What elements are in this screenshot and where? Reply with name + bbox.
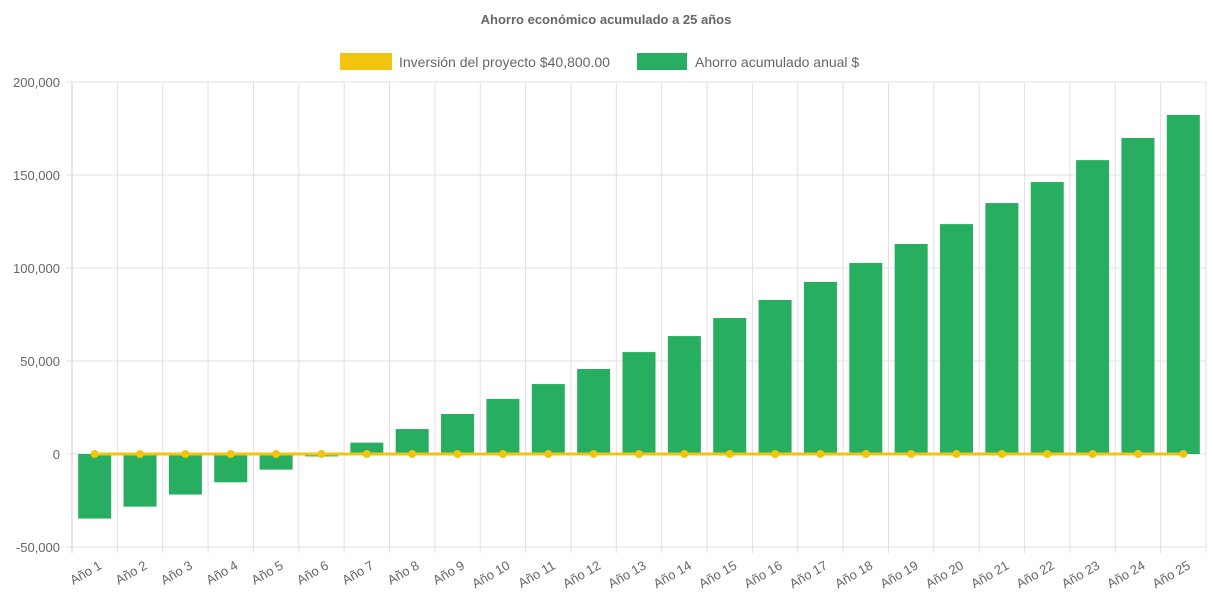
savings-bar (214, 454, 248, 483)
investment-point (317, 450, 326, 458)
investment-point (90, 450, 99, 458)
savings-bar (622, 352, 656, 454)
investment-point (272, 450, 281, 458)
investment-point (1043, 450, 1052, 458)
investment-point (907, 450, 916, 458)
investment-point (1133, 450, 1142, 458)
y-tick-label: 50,000 (20, 354, 60, 369)
y-tick-label: -50,000 (16, 540, 60, 555)
legend-swatch-investment[interactable] (340, 53, 392, 70)
x-tick-label: Año 13 (605, 558, 648, 592)
savings-bar (395, 429, 429, 454)
x-tick-label: Año 9 (430, 558, 467, 588)
x-tick-label: Año 6 (294, 558, 331, 588)
investment-point (771, 450, 780, 458)
x-tick-label: Año 14 (651, 558, 694, 592)
y-tick-label: 200,000 (13, 75, 60, 90)
x-tick-label: Año 5 (249, 558, 286, 588)
investment-point (226, 450, 235, 458)
x-tick-label: Año 12 (560, 558, 603, 592)
y-tick-label: 0 (53, 447, 60, 462)
x-tick-label: Año 7 (339, 558, 376, 588)
savings-bar (985, 203, 1019, 454)
savings-bar (441, 414, 475, 454)
savings-bar (758, 299, 792, 454)
savings-bar (940, 224, 974, 454)
x-tick-label: Año 8 (385, 558, 422, 588)
legend-label-savings[interactable]: Ahorro acumulado anual $ (695, 54, 859, 70)
legend: Inversión del proyecto $40,800.00 Ahorro… (340, 53, 859, 70)
savings-bar (486, 398, 520, 454)
investment-point (952, 450, 961, 458)
investment-point (816, 450, 825, 458)
x-tick-label: Año 24 (1104, 558, 1147, 592)
legend-label-investment[interactable]: Inversión del proyecto $40,800.00 (399, 54, 610, 70)
investment-point (1088, 450, 1097, 458)
savings-bar (350, 442, 384, 454)
savings-bar (259, 454, 293, 470)
savings-bar (1121, 137, 1155, 454)
investment-point (589, 450, 598, 458)
savings-bar (713, 318, 747, 454)
x-tick-label: Año 15 (696, 558, 739, 592)
x-tick-label: Año 23 (1059, 558, 1102, 592)
investment-point (408, 450, 417, 458)
investment-point (544, 450, 553, 458)
savings-bar (1166, 114, 1200, 454)
investment-point (498, 450, 507, 458)
x-tick-label: Año 11 (515, 558, 557, 591)
investment-point (861, 450, 870, 458)
savings-bar (849, 262, 883, 454)
x-tick-label: Año 17 (787, 558, 830, 592)
savings-bar (1076, 160, 1110, 454)
x-tick-label: Año 10 (469, 558, 512, 592)
investment-point (362, 450, 371, 458)
y-tick-label: 150,000 (13, 168, 60, 183)
savings-bar (168, 454, 202, 495)
investment-point (136, 450, 145, 458)
x-tick-label: Año 16 (741, 558, 784, 592)
savings-bar (577, 368, 611, 454)
x-tick-label: Año 3 (158, 558, 195, 588)
x-tick-label: Año 4 (203, 558, 240, 588)
investment-point (680, 450, 689, 458)
y-tick-label: 100,000 (13, 261, 60, 276)
x-tick-label: Año 2 (113, 558, 150, 588)
chart-title: Ahorro económico acumulado a 25 años (481, 12, 732, 27)
savings-bar (123, 454, 157, 507)
savings-bar (803, 281, 837, 454)
x-tick-label: Año 1 (67, 558, 104, 588)
x-tick-label: Año 21 (968, 558, 1011, 592)
x-tick-label: Año 22 (1014, 558, 1057, 592)
savings-bar (1030, 182, 1064, 454)
investment-point (725, 450, 734, 458)
legend-swatch-savings[interactable] (637, 53, 687, 70)
investment-point (635, 450, 643, 458)
x-tick-label: Año 18 (832, 558, 875, 592)
savings-bar (531, 384, 565, 454)
savings-bar (78, 454, 112, 519)
investment-point (181, 450, 190, 458)
investment-point (453, 450, 462, 458)
savings-bar (667, 336, 701, 454)
x-tick-label: Año 25 (1150, 558, 1193, 592)
x-tick-label: Año 20 (923, 558, 966, 592)
savings-bar (894, 244, 928, 454)
investment-point (997, 450, 1006, 458)
investment-point (1179, 450, 1188, 458)
x-tick-label: Año 19 (877, 558, 920, 592)
